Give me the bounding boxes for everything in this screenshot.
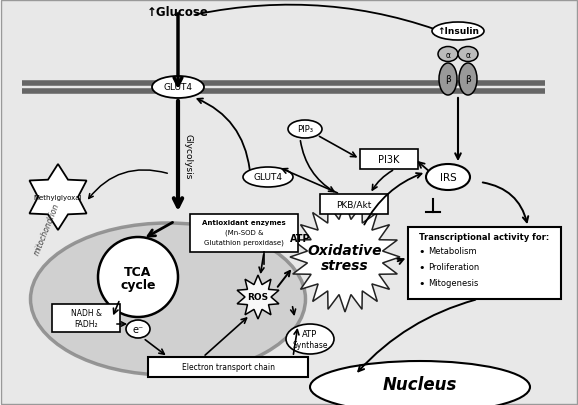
Text: β: β xyxy=(445,75,451,84)
Text: Glutathion peroxidase): Glutathion peroxidase) xyxy=(204,239,284,246)
Ellipse shape xyxy=(310,361,530,405)
Ellipse shape xyxy=(432,23,484,41)
Text: α: α xyxy=(465,50,470,60)
Text: Electron transport chain: Electron transport chain xyxy=(181,362,275,371)
Polygon shape xyxy=(290,202,400,312)
Text: Mitogenesis: Mitogenesis xyxy=(428,279,479,288)
Text: Synthase: Synthase xyxy=(292,341,328,350)
Ellipse shape xyxy=(458,47,478,62)
Text: (Mn-SOD &: (Mn-SOD & xyxy=(225,229,263,236)
Text: mitochondrion: mitochondrion xyxy=(32,202,61,256)
Text: GLUT4: GLUT4 xyxy=(254,173,283,182)
Ellipse shape xyxy=(288,121,322,139)
Text: e⁻: e⁻ xyxy=(132,324,143,334)
Ellipse shape xyxy=(286,324,334,354)
Text: ↑Insulin: ↑Insulin xyxy=(437,28,479,36)
Text: Oxidative: Oxidative xyxy=(307,243,382,257)
Circle shape xyxy=(98,237,178,317)
Text: •: • xyxy=(418,278,424,288)
Ellipse shape xyxy=(459,64,477,96)
Text: •: • xyxy=(418,262,424,272)
Bar xyxy=(52,304,120,332)
Bar xyxy=(320,194,388,215)
Text: Transcriptional activity for:: Transcriptional activity for: xyxy=(419,233,549,242)
Text: Proliferation: Proliferation xyxy=(428,263,479,272)
Ellipse shape xyxy=(31,224,306,375)
Text: Metabolism: Metabolism xyxy=(428,247,477,256)
Text: Nucleus: Nucleus xyxy=(383,375,457,393)
Text: TCA: TCA xyxy=(124,266,151,279)
Text: •: • xyxy=(418,246,424,256)
Ellipse shape xyxy=(152,77,204,99)
Ellipse shape xyxy=(243,168,293,188)
Text: stress: stress xyxy=(321,258,369,272)
Text: PIP₃: PIP₃ xyxy=(297,125,313,134)
Bar xyxy=(360,149,418,170)
Polygon shape xyxy=(29,164,87,230)
Ellipse shape xyxy=(439,64,457,96)
Ellipse shape xyxy=(126,320,150,338)
Text: ATP: ATP xyxy=(290,233,310,243)
Text: ↑Glucose: ↑Glucose xyxy=(147,6,209,19)
Text: GLUT4: GLUT4 xyxy=(164,83,192,92)
Text: cycle: cycle xyxy=(120,278,155,291)
Text: α: α xyxy=(446,50,450,60)
Text: PI3K: PI3K xyxy=(379,155,400,164)
Ellipse shape xyxy=(426,164,470,190)
Text: IRS: IRS xyxy=(440,173,457,183)
Text: FADH₂: FADH₂ xyxy=(74,320,98,329)
Text: Antioxidant enzymes: Antioxidant enzymes xyxy=(202,220,286,226)
Text: ATP: ATP xyxy=(302,330,318,339)
Text: Methylglyoxal: Methylglyoxal xyxy=(34,194,82,200)
Bar xyxy=(148,357,308,377)
Polygon shape xyxy=(237,275,279,319)
Ellipse shape xyxy=(438,47,458,62)
Text: β: β xyxy=(465,75,471,84)
Bar xyxy=(190,215,298,252)
Text: PKB/Akt: PKB/Akt xyxy=(336,200,372,209)
Text: Glycolysis: Glycolysis xyxy=(183,134,192,179)
Bar xyxy=(408,228,561,299)
Text: NADH &: NADH & xyxy=(71,309,102,318)
Text: ROS: ROS xyxy=(247,293,269,302)
